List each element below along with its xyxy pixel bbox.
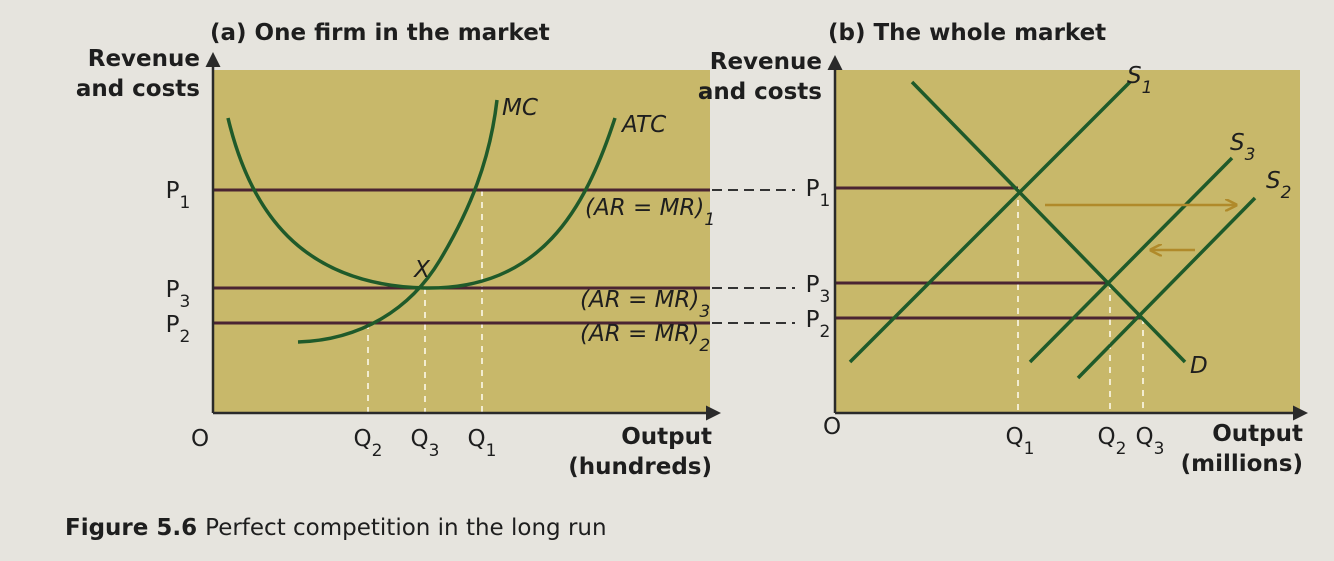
quantity-label-base: Q bbox=[1006, 424, 1024, 450]
curve-label: S2 bbox=[1266, 168, 1291, 203]
y-axis-label: Revenue bbox=[88, 46, 200, 72]
quantity-label: Q2 bbox=[1098, 424, 1127, 459]
price-label-sub: 2 bbox=[820, 322, 831, 342]
price-lines bbox=[213, 188, 710, 325]
curve-label-base: S bbox=[1127, 63, 1142, 89]
curve-label-sub: 1 bbox=[1142, 78, 1153, 98]
x-axis-label: Output bbox=[621, 424, 712, 450]
market-curves bbox=[848, 80, 1257, 380]
quantity-label-base: Q bbox=[411, 426, 429, 452]
caption-text: Perfect competition in the long run bbox=[205, 515, 606, 541]
quantity-label-sub: 1 bbox=[486, 441, 497, 461]
quantity-label-base: Q bbox=[1098, 424, 1116, 450]
x-axis-label: Output bbox=[1212, 421, 1303, 447]
guide-lines bbox=[1017, 188, 1144, 413]
y-axis-label: and costs bbox=[698, 79, 822, 105]
line-label-sub: 2 bbox=[699, 336, 710, 356]
curve-label: S1 bbox=[1127, 63, 1152, 98]
curve-label: MC bbox=[502, 95, 538, 121]
price-label-sub: 3 bbox=[180, 292, 191, 312]
price-label-base: P bbox=[806, 307, 820, 333]
quantity-label-sub: 3 bbox=[429, 441, 440, 461]
line-label-sub: 1 bbox=[704, 210, 715, 230]
curve-label: ATC bbox=[620, 112, 666, 138]
line-label: (AR = MR)2 bbox=[580, 321, 710, 356]
line-label: (AR = MR)1 bbox=[585, 195, 715, 230]
price-label: P3 bbox=[806, 272, 831, 307]
mc-curve bbox=[297, 99, 499, 344]
price-label-base: P bbox=[806, 176, 820, 202]
quantity-label-sub: 1 bbox=[1024, 439, 1035, 459]
price-label-sub: 1 bbox=[180, 193, 191, 213]
price-label: P1 bbox=[806, 176, 831, 211]
panel-title: (a) One firm in the market bbox=[210, 20, 550, 46]
price-lines bbox=[835, 186, 1143, 320]
quantity-label-base: Q bbox=[1136, 424, 1154, 450]
y-axis-label: Revenue bbox=[710, 49, 822, 75]
curve-label-base: S bbox=[1266, 168, 1281, 194]
price-label-sub: 1 bbox=[820, 191, 831, 211]
quantity-label-sub: 2 bbox=[372, 441, 383, 461]
price-label-sub: 2 bbox=[180, 327, 191, 347]
line-label-base: (AR = MR) bbox=[580, 321, 699, 347]
supply-curve bbox=[1076, 196, 1257, 380]
line-label-sub: 3 bbox=[699, 302, 710, 322]
price-label: P2 bbox=[806, 307, 831, 342]
supply-curve bbox=[1028, 156, 1234, 364]
curve-label: S3 bbox=[1230, 130, 1255, 165]
curve-label-sub: 3 bbox=[1245, 145, 1256, 165]
curve-label: D bbox=[1190, 353, 1208, 379]
price-label: P3 bbox=[166, 277, 191, 312]
caption-number: Figure 5.6 bbox=[65, 515, 197, 541]
quantity-label-sub: 2 bbox=[1116, 439, 1127, 459]
quantity-label: Q1 bbox=[1006, 424, 1035, 459]
panel-title: (b) The whole market bbox=[828, 20, 1106, 46]
origin-label: O bbox=[823, 414, 841, 440]
connector-lines bbox=[712, 189, 795, 324]
price-label-base: P bbox=[166, 178, 180, 204]
line-label-base: (AR = MR) bbox=[580, 287, 699, 313]
x-axis-label: (hundreds) bbox=[568, 454, 712, 480]
x-axis-label: (millions) bbox=[1181, 451, 1303, 477]
price-label-base: P bbox=[166, 312, 180, 338]
y-axis-label: and costs bbox=[76, 76, 200, 102]
line-label: (AR = MR)3 bbox=[580, 287, 710, 322]
curve-label-sub: 2 bbox=[1281, 183, 1292, 203]
quantity-label-base: Q bbox=[354, 426, 372, 452]
quantity-label-base: Q bbox=[468, 426, 486, 452]
quantity-label: Q2 bbox=[354, 426, 383, 461]
quantity-label: Q3 bbox=[1136, 424, 1165, 459]
price-label-sub: 3 bbox=[820, 287, 831, 307]
price-label: P2 bbox=[166, 312, 191, 347]
line-label-base: (AR = MR) bbox=[585, 195, 704, 221]
origin-label: O bbox=[191, 426, 209, 452]
supply-curve bbox=[848, 80, 1132, 364]
price-label: P1 bbox=[166, 178, 191, 213]
quantity-label: Q3 bbox=[411, 426, 440, 461]
price-label-base: P bbox=[166, 277, 180, 303]
atc-curve bbox=[226, 117, 617, 290]
quantity-label-sub: 3 bbox=[1154, 439, 1165, 459]
price-label-base: P bbox=[806, 272, 820, 298]
quantity-label: Q1 bbox=[468, 426, 497, 461]
caption: Figure 5.6 Perfect competition in the lon… bbox=[65, 515, 607, 541]
point-label: X bbox=[413, 257, 431, 283]
curve-label-base: S bbox=[1230, 130, 1245, 156]
guide-lines bbox=[367, 190, 483, 413]
